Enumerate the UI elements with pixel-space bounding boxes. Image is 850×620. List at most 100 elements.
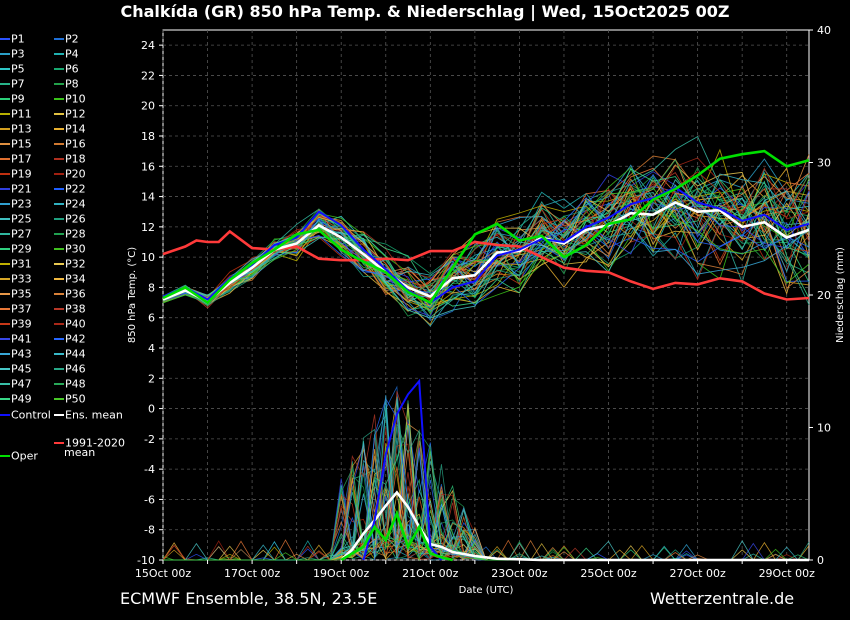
legend-item-p28: P28 — [54, 227, 86, 241]
legend-swatch — [0, 414, 10, 416]
legend-swatch — [0, 338, 10, 340]
y-tick-label: 8 — [148, 281, 155, 294]
legend-item-p22: P22 — [54, 182, 86, 196]
legend-label: P32 — [65, 257, 86, 271]
legend-label: P45 — [11, 362, 32, 376]
legend-swatch — [0, 38, 10, 40]
legend-label: P18 — [65, 152, 86, 166]
legend-item-p16: P16 — [54, 137, 86, 151]
legend-swatch — [54, 398, 64, 400]
legend-item-p24: P24 — [54, 197, 86, 211]
legend-item-p45: P45 — [0, 362, 32, 376]
legend-label: P50 — [65, 392, 86, 406]
legend-item-p2: P2 — [54, 32, 79, 46]
y-tick-label: 22 — [141, 69, 155, 82]
legend-label: P47 — [11, 377, 32, 391]
legend-swatch — [54, 218, 64, 220]
legend-label: P34 — [65, 272, 86, 286]
legend-label: P46 — [65, 362, 86, 376]
y-tick-label: -10 — [137, 554, 155, 567]
legend-item-p13: P13 — [0, 122, 32, 136]
legend-item-p9: P9 — [0, 92, 25, 106]
y2-axis-label: Niederschlag (mm) — [835, 247, 846, 343]
legend-label: P39 — [11, 317, 32, 331]
legend-swatch — [54, 38, 64, 40]
legend-swatch — [0, 158, 10, 160]
legend-swatch — [54, 442, 64, 444]
x-tick-label: 19Oct 00z — [313, 567, 370, 580]
footer-site: Wetterzentrale.de — [650, 589, 795, 608]
y2-tick-label: 10 — [817, 422, 831, 435]
legend-item-p39: P39 — [0, 317, 32, 331]
legend-label: P26 — [65, 212, 86, 226]
legend-label: P31 — [11, 257, 32, 271]
y-tick-label: -2 — [144, 433, 155, 446]
y-tick-label: 14 — [141, 191, 155, 204]
legend-item-p5: P5 — [0, 62, 25, 76]
legend-label: P28 — [65, 227, 86, 241]
y-tick-label: 10 — [141, 251, 155, 264]
legend-swatch — [54, 173, 64, 175]
x-tick-label: 25Oct 00z — [580, 567, 637, 580]
series-lines — [162, 149, 810, 562]
legend-label: P9 — [11, 92, 25, 106]
legend-item-p36: P36 — [54, 287, 86, 301]
series-line — [340, 490, 809, 562]
y-tick-label: 18 — [141, 130, 155, 143]
legend-item-p8: P8 — [54, 77, 79, 91]
legend-swatch — [54, 83, 64, 85]
x-tick-label: 15Oct 00z — [135, 567, 192, 580]
legend-label: 1991-2020 — [65, 436, 125, 450]
legend-swatch — [0, 398, 10, 400]
legend-label: P27 — [11, 227, 32, 241]
legend-item-p46: P46 — [54, 362, 86, 376]
legend-swatch — [0, 278, 10, 280]
legend-label: P13 — [11, 122, 32, 136]
y-axis-label: 850 hPa Temp. (°C) — [127, 247, 138, 343]
legend-label: P23 — [11, 197, 32, 211]
legend-item-p48: P48 — [54, 377, 86, 391]
legend-swatch — [54, 233, 64, 235]
legend-label: P22 — [65, 182, 86, 196]
footer-source: ECMWF Ensemble, 38.5N, 23.5E — [120, 589, 378, 608]
legend-item-p23: P23 — [0, 197, 32, 211]
legend-swatch — [0, 263, 10, 265]
legend-label: Ens. mean — [65, 408, 123, 422]
legend-swatch — [54, 113, 64, 115]
legend-label: P30 — [65, 242, 86, 256]
legend-item-p18: P18 — [54, 152, 86, 166]
y-tick-label: 6 — [148, 312, 155, 325]
x-axis-label: Date (UTC) — [459, 585, 514, 596]
legend-label: Oper — [11, 449, 38, 463]
legend-label: Control — [11, 408, 51, 422]
legend-item-p43: P43 — [0, 347, 32, 361]
legend-swatch — [54, 338, 64, 340]
legend-swatch — [54, 158, 64, 160]
legend-item-p42: P42 — [54, 332, 86, 346]
y2-tick-label: 20 — [817, 289, 831, 302]
legend-label: P11 — [11, 107, 32, 121]
chart-title: Chalkída (GR) 850 hPa Temp. & Niederschl… — [120, 2, 730, 21]
legend-item-p50: P50 — [54, 392, 86, 406]
y-tick-label: -8 — [144, 524, 155, 537]
legend-swatch — [0, 233, 10, 235]
legend-item-p14: P14 — [54, 122, 86, 136]
legend: P1 P2 P3 P4 P5 P6 P7 P8 P9 P10 P11 P12 P13 P14 P15 P16 P… — [0, 32, 135, 472]
legend-label: P48 — [65, 377, 86, 391]
legend-swatch — [54, 278, 64, 280]
legend-item-p3: P3 — [0, 47, 25, 61]
legend-swatch — [0, 293, 10, 295]
legend-label: P7 — [11, 77, 25, 91]
legend-label: P19 — [11, 167, 32, 181]
legend-item-p37: P37 — [0, 302, 32, 316]
legend-item-p30: P30 — [54, 242, 86, 256]
y-tick-label: 4 — [148, 342, 155, 355]
legend-label: P44 — [65, 347, 86, 361]
series-line — [362, 378, 443, 561]
member-line — [162, 135, 810, 318]
legend-swatch — [0, 455, 10, 457]
legend-item-p31: P31 — [0, 257, 32, 271]
legend-swatch — [0, 143, 10, 145]
legend-item-control: Control — [0, 408, 51, 422]
